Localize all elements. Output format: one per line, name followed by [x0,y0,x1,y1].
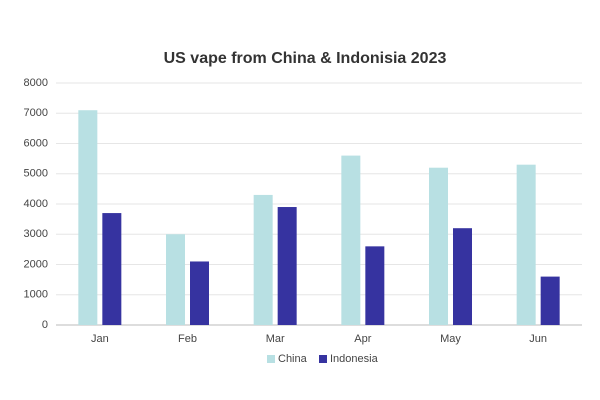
bar [341,155,361,325]
bar [102,213,122,325]
chart-title: US vape from China & Indonisia 2023 [164,50,447,67]
bar [78,110,98,325]
y-tick-label: 7000 [24,107,48,119]
x-tick-label: May [440,333,461,345]
y-tick-label: 2000 [24,258,48,270]
y-tick-label: 4000 [24,198,48,210]
legend-label: China [278,353,308,365]
x-tick-label: Feb [178,333,197,345]
bar [277,207,297,325]
bar [190,261,209,325]
bar [540,276,560,325]
y-tick-label: 3000 [24,228,48,240]
bar [253,194,273,325]
y-tick-label: 0 [42,319,48,331]
x-tick-label: Mar [266,333,285,345]
legend-swatch [319,355,327,363]
bar [166,234,185,325]
x-tick-label: Apr [354,333,371,345]
legend-label: Indonesia [330,353,379,365]
legend-swatch [267,355,275,363]
bar [453,228,472,325]
bar [429,167,448,325]
bar [365,246,385,325]
x-tick-label: Jan [91,333,109,345]
y-tick-label: 5000 [24,168,48,180]
y-tick-label: 6000 [24,137,48,149]
bar [516,164,536,325]
x-tick-label: Jun [529,333,547,345]
y-tick-label: 8000 [24,77,48,89]
y-tick-label: 1000 [24,289,48,301]
